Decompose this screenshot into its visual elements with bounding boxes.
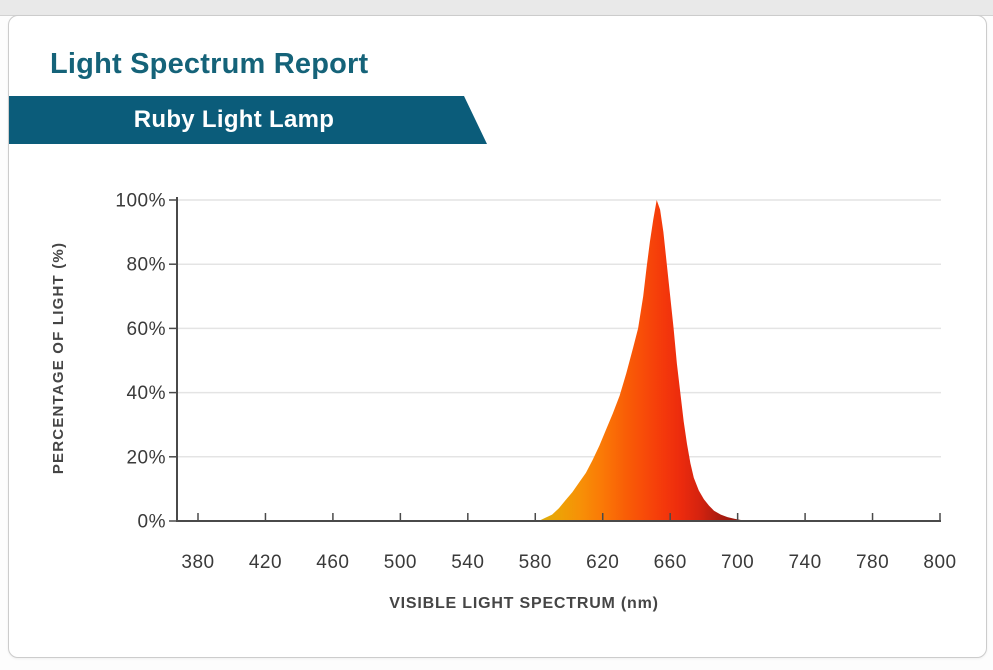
product-banner: Ruby Light Lamp [9, 96, 487, 144]
x-tick-label: 580 [519, 552, 552, 573]
x-tick-label: 700 [721, 552, 754, 573]
x-tick-label: 780 [856, 552, 889, 573]
y-tick-label: 80% [126, 255, 166, 276]
x-tick-label: 380 [181, 552, 214, 573]
y-tick-label: 40% [126, 383, 166, 404]
product-banner-label: Ruby Light Lamp [133, 106, 335, 133]
x-tick-label: 420 [249, 552, 282, 573]
y-tick-label: 100% [115, 191, 166, 212]
axes [176, 197, 941, 522]
x-tick-label: 800 [923, 552, 956, 573]
y-tick-label: 20% [126, 447, 166, 468]
x-tick-label: 620 [586, 552, 619, 573]
x-tick-label: 460 [316, 552, 349, 573]
x-tick-label: 740 [788, 552, 821, 573]
x-axis-title: VISIBLE LIGHT SPECTRUM (nm) [389, 595, 659, 612]
y-axis-title: PERCENTAGE OF LIGHT (%) [50, 242, 67, 474]
page-title: Light Spectrum Report [50, 48, 369, 80]
y-tick-label: 60% [126, 319, 166, 340]
spectrum-area [538, 200, 748, 521]
x-tick-label: 540 [451, 552, 484, 573]
x-axis-ticks: 380 420 460 500 540 580 620 660 700 740 780 800 [181, 513, 956, 573]
x-tick-label: 500 [384, 552, 417, 573]
gridlines [177, 199, 941, 458]
y-tick-label: 0% [138, 512, 166, 533]
y-axis-ticks: 0% 20% 40% 60% 80% 100% [115, 191, 177, 533]
x-tick-label: 660 [654, 552, 687, 573]
